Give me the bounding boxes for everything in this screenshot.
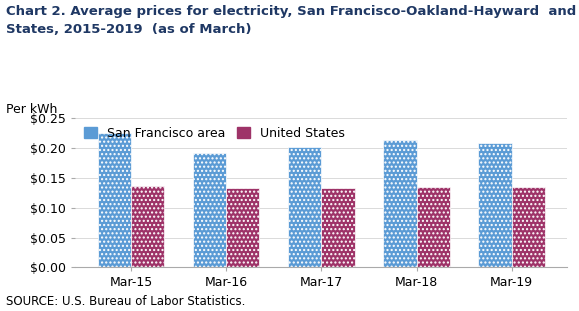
Bar (226, 188, 259, 267)
Bar (321, 188, 355, 267)
Legend: San Francisco area, United States: San Francisco area, United States (82, 124, 347, 142)
Bar (131, 186, 164, 267)
Text: SOURCE: U.S. Bureau of Labor Statistics.: SOURCE: U.S. Bureau of Labor Statistics. (6, 295, 245, 308)
Bar (98, 132, 131, 267)
Text: Per kWh: Per kWh (6, 103, 57, 116)
Bar (193, 153, 226, 267)
Bar (478, 143, 512, 267)
Bar (416, 187, 450, 267)
Bar (288, 147, 321, 267)
Bar (383, 140, 416, 267)
Text: Chart 2. Average prices for electricity, San Francisco-Oakland-Hayward  and the : Chart 2. Average prices for electricity,… (6, 5, 579, 18)
Bar (512, 187, 545, 267)
Text: States, 2015-2019  (as of March): States, 2015-2019 (as of March) (6, 23, 251, 36)
